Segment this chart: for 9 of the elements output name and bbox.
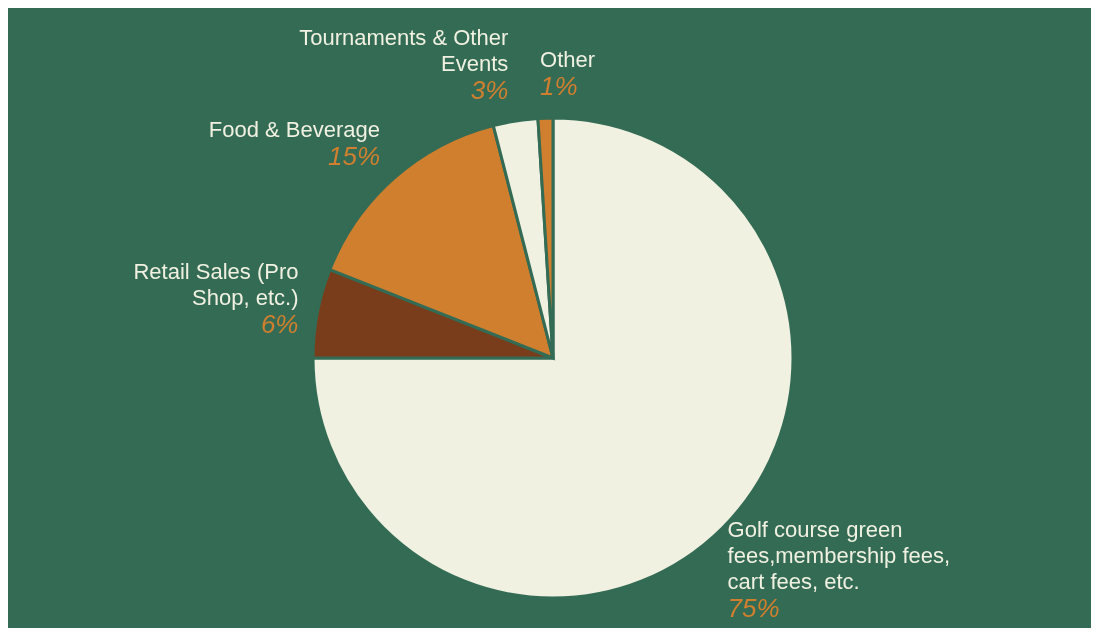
data-label: 75% [727,593,780,624]
slice-label: Other [540,47,596,73]
slice-label: Tournaments & Other Events [299,24,509,76]
slice-label: Golf course green fees,membership fees, cart fees, etc. [727,517,951,595]
data-label: 6% [260,309,299,340]
slice-label: Food & Beverage [208,116,381,142]
data-label: 1% [540,71,578,102]
data-label: 3% [470,74,509,105]
slice-label: Retail Sales (Pro Shop, etc.) [133,259,299,311]
